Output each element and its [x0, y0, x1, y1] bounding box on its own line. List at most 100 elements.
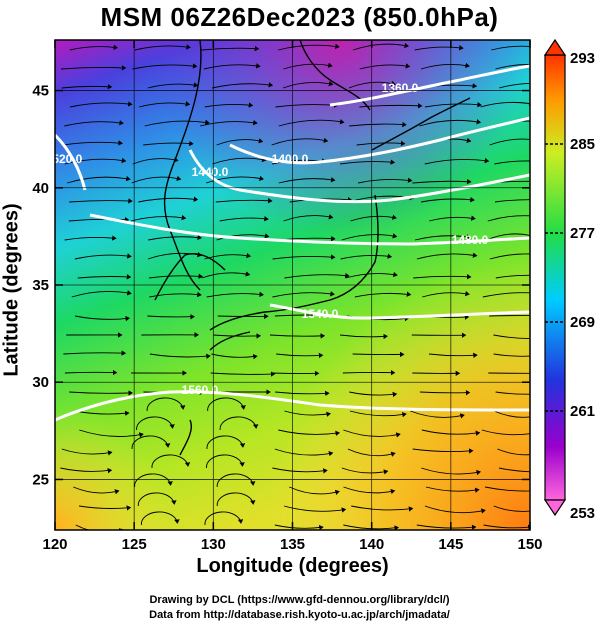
streamline: [219, 416, 259, 431]
streamline: [482, 292, 530, 298]
streamline: [497, 448, 530, 456]
streamline: [424, 505, 486, 514]
streamline: [489, 138, 530, 146]
streamline: [64, 120, 124, 127]
streamline: [358, 177, 413, 184]
streamline: [143, 140, 194, 147]
streamline: [64, 157, 127, 165]
streamline: [421, 197, 475, 203]
y-tick-label: 35: [32, 277, 49, 294]
streamline: [354, 291, 412, 298]
streamline: [493, 410, 530, 418]
streamline: [340, 253, 393, 260]
streamline: [289, 486, 340, 496]
streamline: [77, 274, 132, 280]
streamline: [71, 290, 132, 298]
streamline: [419, 119, 482, 127]
x-tick-label: 130: [201, 536, 226, 553]
streamline: [134, 44, 191, 51]
streamline: [204, 102, 254, 108]
contour-line: [329, 64, 530, 107]
streamline: [414, 234, 472, 241]
credit-data: Data from http://database.rish.kyoto-u.a…: [149, 609, 450, 621]
y-tick-label: 45: [32, 83, 49, 100]
streamline: [67, 175, 131, 184]
streamline: [216, 492, 256, 507]
streamline: [345, 271, 398, 279]
streamline: [283, 505, 347, 513]
streamline: [343, 486, 396, 495]
contour-line: [188, 149, 530, 204]
streamline: [412, 448, 474, 454]
contour-line: [229, 116, 530, 165]
streamline: [429, 215, 476, 222]
x-axis-ticks: 120 125 130 135 140 145 150: [42, 40, 543, 553]
streamline: [283, 214, 334, 222]
streamline: [136, 416, 175, 431]
streamline: [206, 291, 264, 298]
streamline: [356, 140, 406, 147]
streamline: [498, 467, 530, 473]
contour-label: 1440.0: [192, 165, 229, 179]
streamline: [271, 137, 329, 146]
y-axis-ticks: 25 30 35 40 45: [32, 83, 530, 488]
streamline: [340, 159, 396, 165]
height-contours: 1360.0 1400.0 1440.0 1480.0 1520.0 1540.0 1560…: [46, 64, 530, 422]
streamline: [216, 473, 256, 488]
streamline: [416, 524, 477, 530]
streamline: [420, 62, 470, 70]
x-tick-label: 150: [517, 536, 542, 553]
streamline: [489, 253, 530, 260]
streamline: [271, 370, 320, 377]
y-axis-label: Latitude (degrees): [0, 203, 23, 377]
streamline: [349, 391, 398, 398]
streamline: [351, 505, 414, 512]
contour-line: [55, 390, 530, 422]
streamline: [274, 448, 334, 457]
y-tick-label: 30: [32, 374, 49, 391]
streamline: [349, 121, 407, 128]
streamline: [493, 334, 530, 339]
streamline: [138, 196, 199, 203]
streamline: [201, 45, 260, 52]
lat-lon-grid: [55, 40, 530, 530]
streamline: [284, 410, 331, 417]
streamline: [359, 103, 423, 109]
streamline: [275, 390, 330, 397]
contour-label: 1360.0: [382, 81, 419, 95]
streamline: [74, 253, 132, 260]
streamline: [204, 511, 244, 526]
streamline: [274, 524, 324, 530]
streamline: [75, 524, 124, 530]
streamline: [412, 178, 472, 185]
streamline: [219, 216, 269, 222]
streamline: [64, 369, 118, 376]
streamline: [149, 291, 202, 298]
streamline: [148, 273, 204, 279]
y-tick-label: 40: [32, 180, 49, 197]
contour-line: [89, 213, 530, 246]
streamline: [480, 100, 530, 108]
y-tick-label: 25: [32, 471, 49, 488]
streamline: [200, 119, 258, 127]
streamline: [414, 45, 464, 51]
streamline: [486, 232, 530, 241]
streamline: [272, 467, 328, 474]
streamline: [78, 505, 132, 511]
streamline: [201, 271, 251, 279]
streamline: [131, 435, 171, 450]
contour-line: [269, 303, 530, 320]
streamline: [149, 353, 211, 359]
streamline: [206, 454, 245, 469]
streamline: [212, 156, 267, 165]
streamline: [425, 486, 480, 493]
contour-label: 1400.0: [272, 152, 309, 166]
streamline: [144, 119, 210, 127]
streamline: [495, 64, 530, 70]
streamline: [413, 274, 472, 280]
contour-label: 1520.0: [46, 152, 83, 166]
contour-label: 1540.0: [302, 307, 339, 321]
streamline: [343, 524, 400, 530]
streamline: [410, 410, 465, 419]
